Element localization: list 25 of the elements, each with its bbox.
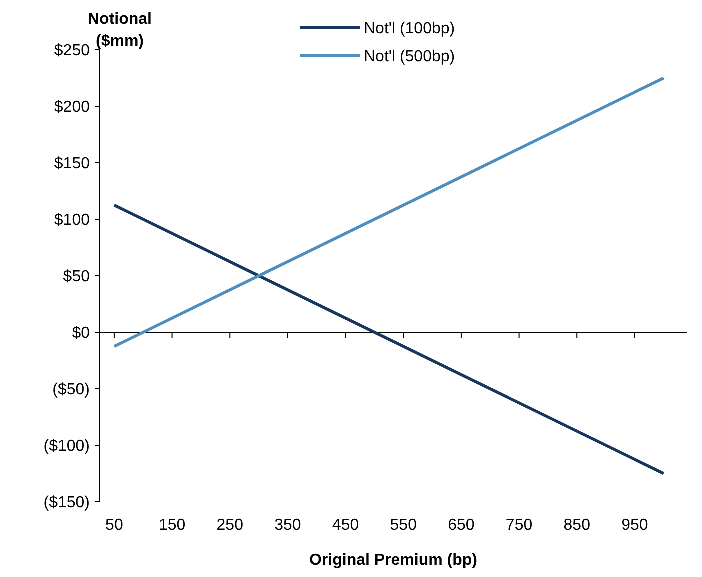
y-tick-label: $250 bbox=[54, 42, 90, 60]
y-tick-label: $50 bbox=[63, 268, 90, 286]
y-tick-label: $200 bbox=[54, 99, 90, 116]
x-tick-label: 850 bbox=[564, 517, 591, 534]
x-tick-label: 150 bbox=[158, 517, 186, 534]
x-tick-label: 750 bbox=[506, 517, 533, 534]
x-tick-label: 950 bbox=[622, 517, 648, 534]
line-series bbox=[112, 76, 666, 348]
y-tick-label: ($100) bbox=[44, 438, 90, 456]
legend-label: Not'l (100bp) bbox=[364, 20, 456, 38]
x-tick-label: 550 bbox=[390, 517, 418, 534]
x-tick-label: 350 bbox=[274, 517, 302, 534]
x-tick-label: 450 bbox=[332, 517, 360, 534]
x-tick-label: 650 bbox=[448, 517, 475, 534]
x-axis-title: Original Premium (bp) bbox=[309, 552, 478, 569]
y-tick-label: ($150) bbox=[44, 494, 90, 512]
line-series bbox=[112, 204, 666, 476]
y-axis-title: Notional ($mm) bbox=[88, 11, 152, 50]
x-tick-label: 250 bbox=[216, 517, 244, 534]
legend-label: Not'l (500bp) bbox=[364, 48, 456, 66]
x-tick-label: 50 bbox=[106, 517, 124, 534]
y-tick-label: $100 bbox=[54, 212, 90, 230]
y-tick-label: $150 bbox=[54, 156, 90, 173]
y-tick-label: ($50) bbox=[52, 382, 90, 399]
y-tick-label: $0 bbox=[72, 325, 90, 342]
